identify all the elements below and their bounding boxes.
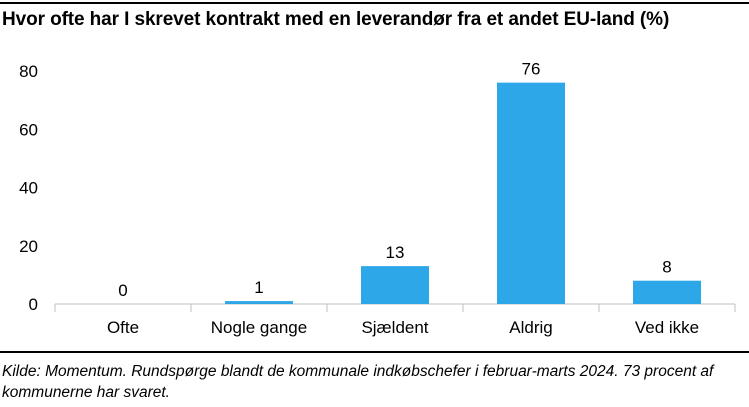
bar-1 xyxy=(225,301,293,304)
category-label: Nogle gange xyxy=(211,318,307,337)
bar-chart: 0 20 40 60 80 0 Ofte 1 Nogle gange 13 Sjældent 76 Al… xyxy=(19,60,736,337)
data-label: 76 xyxy=(522,60,541,79)
category-label: Aldrig xyxy=(509,318,552,337)
y-tick-label: 80 xyxy=(19,62,38,81)
y-tick-label: 0 xyxy=(29,295,38,314)
data-label: 13 xyxy=(386,243,405,262)
chart-title: Hvor ofte har I skrevet kontrakt med en … xyxy=(2,9,670,30)
top-rule xyxy=(0,2,749,4)
category-label: Sjældent xyxy=(361,318,428,337)
bottom-rule xyxy=(0,351,749,353)
data-label: 0 xyxy=(118,281,127,300)
source-note: Kilde: Momentum. Rundspørge blandt de ko… xyxy=(2,363,714,401)
y-tick-label: 20 xyxy=(19,237,38,256)
y-tick-label: 60 xyxy=(19,120,38,139)
bar-4 xyxy=(633,280,701,304)
bar-2 xyxy=(361,266,429,304)
data-label: 1 xyxy=(254,278,263,297)
y-tick-label: 40 xyxy=(19,179,38,198)
data-label: 8 xyxy=(662,258,671,277)
bar-3 xyxy=(497,82,565,305)
category-label: Ofte xyxy=(107,318,139,337)
category-label: Ved ikke xyxy=(635,318,699,337)
